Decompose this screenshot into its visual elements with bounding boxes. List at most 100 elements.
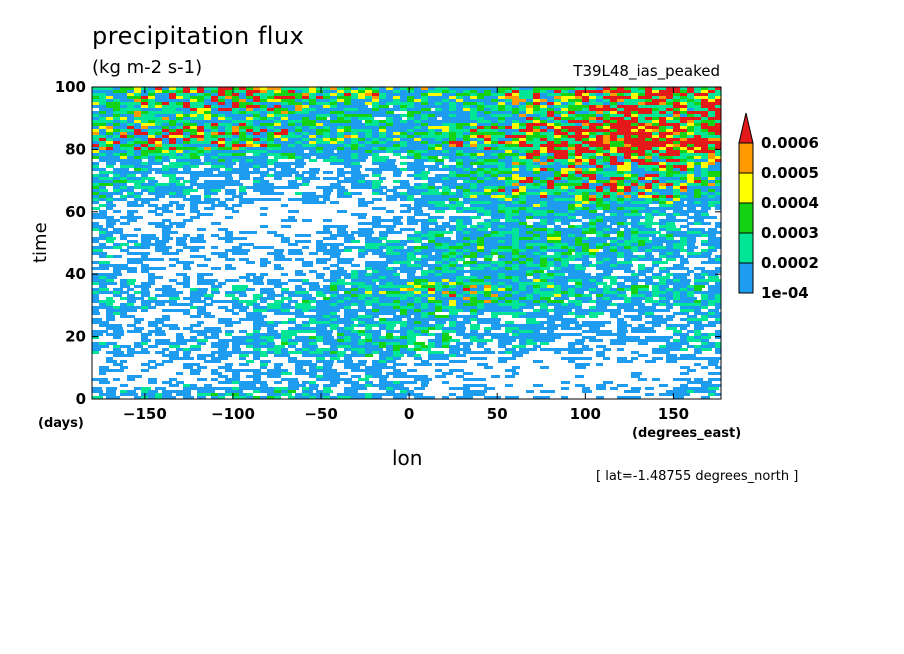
heatmap-cell (162, 132, 172, 135)
heatmap-cell (246, 96, 257, 99)
heatmap-cell (610, 231, 619, 234)
heatmap-cell (673, 114, 682, 117)
heatmap-cell (267, 138, 277, 141)
heatmap-cell (645, 165, 652, 168)
heatmap-cell (498, 246, 508, 249)
heatmap-cell (659, 282, 668, 285)
heatmap-cell (617, 129, 624, 132)
heatmap-cell (302, 147, 313, 150)
heatmap-cell (281, 93, 291, 96)
heatmap-cell (575, 189, 583, 192)
heatmap-cell (491, 213, 500, 216)
heatmap-cell (694, 108, 703, 111)
heatmap-cell (533, 192, 540, 195)
heatmap-cell (463, 150, 471, 153)
heatmap-cell (498, 228, 507, 231)
heatmap-cell (428, 183, 435, 186)
heatmap-cell (239, 201, 246, 204)
heatmap-cell (701, 126, 708, 129)
heatmap-cell (533, 183, 541, 186)
heatmap-cell (680, 195, 688, 198)
heatmap-cell (484, 288, 492, 291)
heatmap-cell (484, 237, 493, 240)
heatmap-cell (449, 129, 457, 132)
heatmap-cell (638, 87, 645, 90)
heatmap-cell (127, 267, 137, 270)
heatmap-cell (239, 93, 247, 96)
heatmap-cell (589, 90, 600, 93)
heatmap-cell (533, 234, 540, 237)
heatmap-cell (456, 153, 467, 156)
heatmap-cell (470, 225, 478, 228)
heatmap-cell (358, 279, 365, 282)
heatmap-cell (281, 186, 288, 189)
heatmap-cell (330, 270, 338, 273)
heatmap-cell (246, 120, 253, 123)
heatmap-cell (197, 117, 207, 120)
heatmap-cell (435, 192, 442, 195)
heatmap-cell (295, 249, 302, 252)
heatmap-cell (379, 90, 386, 93)
heatmap-cell (687, 141, 694, 144)
heatmap-cell (316, 150, 325, 153)
heatmap-cell (302, 96, 312, 99)
heatmap-cell (365, 240, 375, 243)
heatmap-cell (113, 144, 124, 147)
heatmap-cell (526, 270, 535, 273)
heatmap-cell (127, 270, 137, 273)
heatmap-cell (442, 264, 452, 267)
heatmap-cell (526, 186, 534, 189)
heatmap-cell (484, 126, 495, 129)
heatmap-cell (421, 246, 429, 249)
heatmap-cell (505, 288, 514, 291)
heatmap-cell (393, 231, 402, 234)
heatmap-cell (421, 111, 432, 114)
heatmap-cell (631, 105, 638, 108)
heatmap-cell (533, 177, 543, 180)
heatmap-cell (561, 267, 572, 270)
heatmap-cell (113, 294, 122, 297)
heatmap-cell (624, 276, 635, 279)
heatmap-cell (225, 123, 235, 126)
heatmap-cell (498, 186, 507, 189)
heatmap-cell (176, 114, 183, 117)
heatmap-cell (470, 231, 480, 234)
heatmap-cell (645, 255, 654, 258)
heatmap-cell (575, 141, 582, 144)
heatmap-cell (309, 192, 316, 195)
heatmap-cell (484, 165, 493, 168)
heatmap-cell (414, 201, 421, 204)
heatmap-cell (680, 177, 691, 180)
heatmap-cell (638, 126, 648, 129)
heatmap-cell (225, 240, 233, 243)
heatmap-cell (183, 156, 191, 159)
heatmap-cell (302, 183, 309, 186)
heatmap-cell (673, 129, 683, 132)
heatmap-cell (99, 132, 109, 135)
heatmap-cell (659, 240, 668, 243)
heatmap-cell (638, 279, 646, 282)
heatmap-cell (694, 231, 703, 234)
heatmap-cell (638, 144, 645, 147)
heatmap-cell (400, 183, 410, 186)
heatmap-cell (498, 285, 505, 288)
heatmap-cell (631, 168, 640, 171)
heatmap-cell (421, 219, 430, 222)
heatmap-cell (603, 186, 613, 189)
heatmap-cell (211, 117, 221, 120)
heatmap-cell (673, 231, 681, 234)
heatmap-cell (554, 249, 562, 252)
heatmap-cell (540, 129, 550, 132)
heatmap-cell (680, 237, 691, 240)
heatmap-cell (295, 279, 304, 282)
heatmap-cell (582, 165, 593, 168)
heatmap-cell (603, 135, 613, 138)
heatmap-cell (176, 171, 187, 174)
heatmap-cell (372, 99, 380, 102)
heatmap-cell (505, 153, 514, 156)
heatmap-cell (533, 132, 542, 135)
heatmap-cell (309, 117, 320, 120)
heatmap-cell (701, 144, 708, 147)
heatmap-cell (407, 129, 417, 132)
heatmap-cell (99, 186, 106, 189)
